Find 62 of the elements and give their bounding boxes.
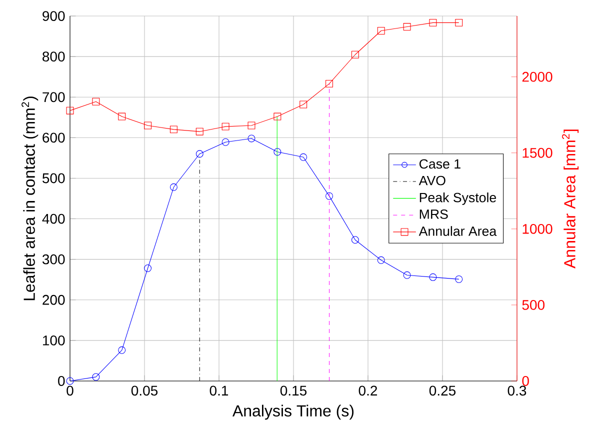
x-tick-label: 0.05 [131,386,158,396]
point [326,80,333,88]
x-axis-title: Analysis Time (s) [232,404,354,420]
point [92,373,100,381]
point [170,183,178,191]
y-tick-label: 400 [42,214,65,224]
point [66,377,74,385]
point [403,23,411,31]
y-tick-label: 900 [42,11,65,21]
y-tick-label: 700 [42,92,65,102]
point [351,236,359,244]
x-tick-label: 0.25 [429,386,456,396]
y-tick-label: 600 [42,132,65,143]
point [196,150,204,158]
point [222,138,230,146]
y2-tick-label: 2000 [522,72,552,82]
legend-label: Peak Systole [420,192,496,205]
legend-label: Case 1 [419,159,460,169]
y-tick-label: 0 [58,376,65,386]
x-tick-label: 0.3 [508,386,526,396]
point [274,148,282,156]
legend-label: MRS [420,209,448,219]
point [351,50,359,58]
point [429,273,437,281]
point [248,122,256,130]
x-tick-label: 0.1 [210,386,228,396]
x-tick-label: 0 [66,386,74,396]
point [144,122,152,130]
point [222,122,230,130]
point [170,126,178,134]
point [300,100,308,108]
point [196,128,204,136]
y-tick-label: 800 [42,52,65,62]
point [403,271,411,279]
y2-tick-label: 0 [522,376,529,386]
point [118,346,126,354]
y-tick-label: 300 [42,254,65,264]
point [118,112,126,120]
point [455,275,463,283]
y-tick-label: 500 [42,173,65,184]
point [455,18,463,26]
point [429,18,437,26]
point [66,106,74,114]
y2-tick-label: 1500 [522,148,552,158]
point [248,134,256,142]
x-tick-label: 0.15 [280,386,307,396]
point [144,264,152,272]
y-tick-label: 200 [42,294,65,305]
point [300,153,308,161]
y-tick-label: 100 [43,335,65,346]
legend-label: AVO [418,176,446,186]
y-axis-title: Leaflet area in contact (mm$^{2}$) [22,96,38,300]
y2-tick-label: 500 [522,300,545,310]
y2-tick-label: 1000 [522,224,552,234]
legend-label: Annular Area [418,226,497,236]
point [326,192,333,200]
x-tick-label: 0.2 [358,386,378,396]
point [377,256,385,264]
point [92,98,100,106]
point [377,27,385,34]
point [274,112,282,120]
y2-axis-title: Annular Area [mm$^{2}$] [562,130,579,268]
